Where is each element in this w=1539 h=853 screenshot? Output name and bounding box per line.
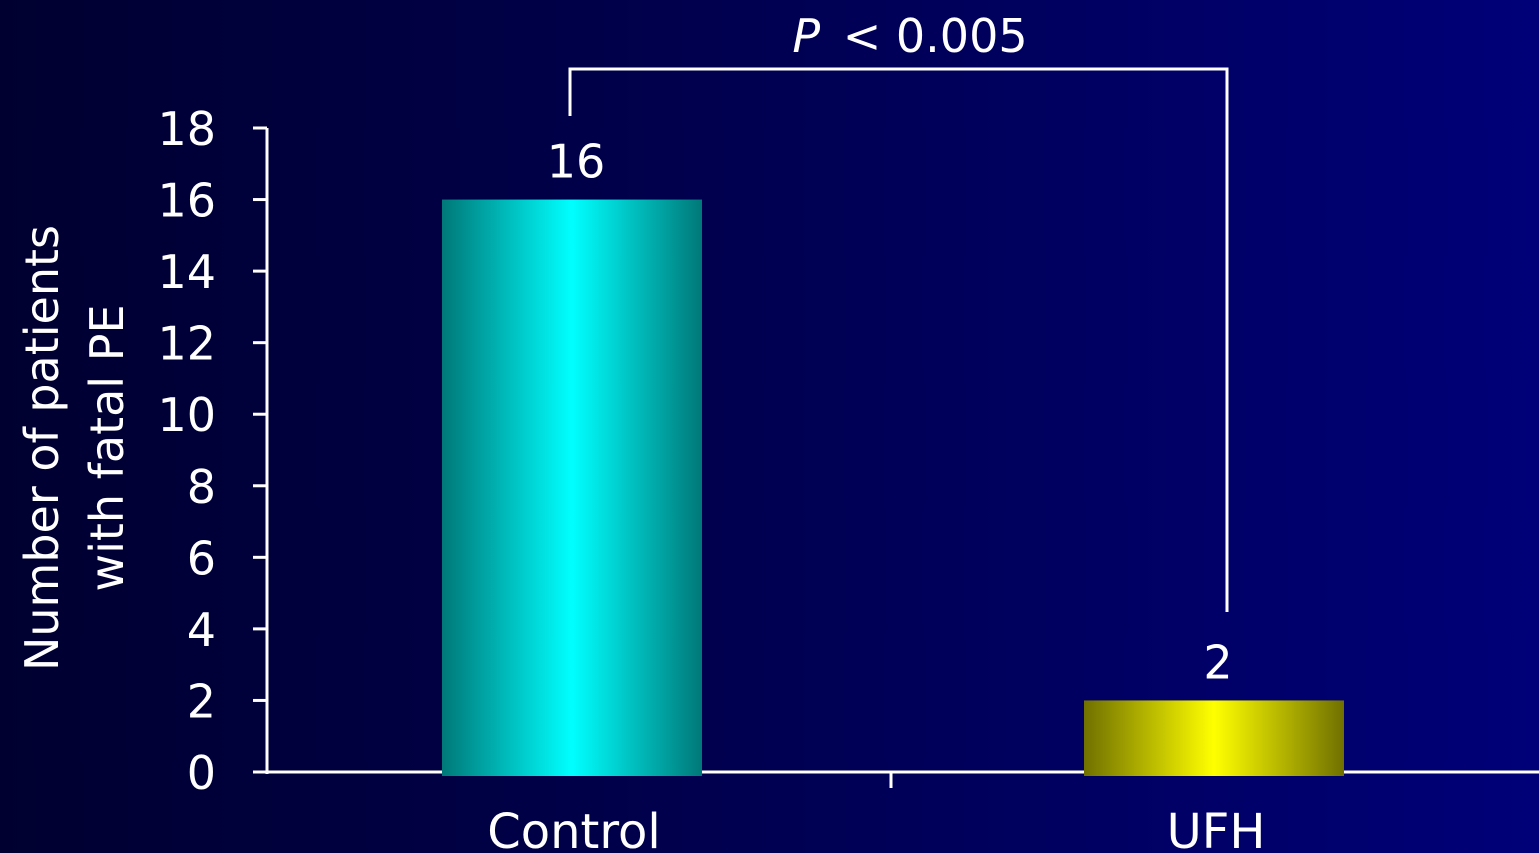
data-label-control: 16 [547,135,606,189]
y-axis-title-line-2: with fatal PE [80,304,134,591]
y-tick-label: 12 [157,317,216,371]
y-tick-label: 8 [187,460,216,514]
x-tick-label-control: Control [487,804,661,853]
y-tick-label: 2 [187,674,216,728]
p-value-text: < 0.005 [843,9,1028,63]
y-ticks: 0 2 4 6 8 10 12 14 16 18 [157,102,267,800]
y-tick-label: 16 [157,174,216,228]
p-value-label: P < 0.005 [792,9,1027,63]
y-tick-label: 6 [187,531,216,585]
x-tick-labels: Control UFH [487,804,1265,853]
y-tick-label: 4 [187,603,216,657]
bars: 16 2 [442,135,1344,777]
bar-ufh [1084,700,1344,776]
data-label-ufh: 2 [1203,635,1232,689]
x-tick-label-ufh: UFH [1167,804,1266,853]
significance-bracket [568,67,1229,612]
significance-annotation: P < 0.005 [568,9,1229,612]
y-tick-label: 10 [157,388,216,442]
p-symbol: P [792,9,820,63]
bar-control [442,199,702,777]
y-axis-title-line-1: Number of patients [15,225,69,671]
y-tick-label: 18 [157,102,216,156]
y-tick-label: 14 [157,245,216,299]
y-tick-label: 0 [187,746,216,800]
y-axis-title: Number of patients with fatal PE [15,225,134,671]
